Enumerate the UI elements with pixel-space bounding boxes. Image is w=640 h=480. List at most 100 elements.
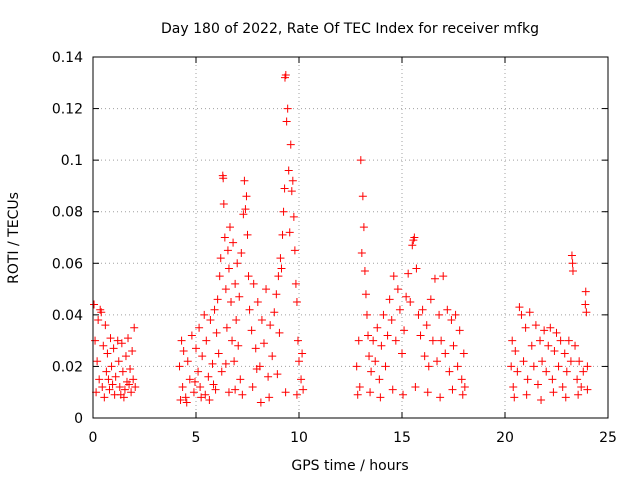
data-point bbox=[525, 308, 534, 317]
x-tick-label: 25 bbox=[599, 430, 617, 446]
data-point bbox=[447, 316, 456, 325]
data-point bbox=[519, 357, 528, 366]
data-point bbox=[411, 383, 420, 392]
data-points bbox=[90, 71, 592, 407]
data-point bbox=[202, 336, 211, 345]
data-point bbox=[242, 192, 251, 201]
data-point bbox=[181, 393, 190, 402]
data-point bbox=[538, 357, 547, 366]
data-point bbox=[540, 326, 549, 335]
data-point bbox=[573, 375, 582, 384]
data-point bbox=[579, 367, 588, 376]
data-point bbox=[178, 383, 187, 392]
data-point bbox=[550, 346, 559, 355]
data-point bbox=[439, 272, 448, 281]
data-point bbox=[251, 344, 260, 353]
data-point bbox=[116, 390, 125, 399]
data-point bbox=[230, 357, 239, 366]
data-point bbox=[391, 336, 400, 345]
y-tick-label: 0.12 bbox=[52, 102, 83, 118]
data-point bbox=[385, 295, 394, 304]
plot-frame bbox=[92, 56, 609, 419]
y-tick-label: 0.04 bbox=[52, 308, 83, 324]
data-point bbox=[215, 272, 224, 281]
data-point bbox=[379, 310, 388, 319]
y-tick-label: 0.14 bbox=[52, 50, 83, 66]
data-point bbox=[238, 390, 247, 399]
data-point bbox=[399, 390, 408, 399]
data-point bbox=[121, 352, 130, 361]
data-point bbox=[375, 375, 384, 384]
data-point bbox=[227, 297, 236, 306]
data-point bbox=[224, 264, 233, 273]
data-point bbox=[98, 383, 107, 392]
data-point bbox=[195, 323, 204, 332]
data-point bbox=[221, 359, 230, 368]
data-point bbox=[175, 362, 184, 371]
x-tick-label: 15 bbox=[393, 430, 411, 446]
data-point bbox=[521, 323, 530, 332]
data-point bbox=[208, 359, 217, 368]
data-point bbox=[356, 156, 365, 165]
data-point bbox=[256, 398, 265, 407]
data-point bbox=[214, 349, 223, 358]
data-point bbox=[522, 390, 531, 399]
data-point bbox=[277, 264, 286, 273]
data-point bbox=[205, 395, 214, 404]
data-point bbox=[582, 308, 591, 317]
data-point bbox=[298, 349, 307, 358]
data-point bbox=[187, 331, 196, 340]
data-point bbox=[236, 375, 245, 384]
data-point bbox=[354, 336, 363, 345]
data-point bbox=[358, 192, 367, 201]
data-point bbox=[568, 259, 577, 268]
y-tick-label: 0.06 bbox=[52, 256, 83, 272]
data-point bbox=[357, 248, 366, 257]
data-point bbox=[564, 336, 573, 345]
data-point bbox=[204, 372, 213, 381]
data-point bbox=[268, 352, 277, 361]
data-point bbox=[127, 388, 136, 397]
data-point bbox=[222, 323, 231, 332]
data-point bbox=[117, 339, 126, 348]
data-point bbox=[292, 297, 301, 306]
data-point bbox=[262, 285, 271, 294]
data-point bbox=[231, 385, 240, 394]
data-point bbox=[266, 321, 275, 330]
data-point bbox=[560, 349, 569, 358]
data-point bbox=[511, 346, 520, 355]
y-axis-label: ROTI / TECUs bbox=[6, 192, 22, 284]
data-point bbox=[423, 388, 432, 397]
data-point bbox=[366, 388, 375, 397]
data-point bbox=[398, 349, 406, 358]
data-point bbox=[196, 383, 205, 392]
data-point bbox=[575, 357, 584, 366]
data-point bbox=[249, 279, 258, 288]
data-point bbox=[428, 336, 437, 345]
data-point bbox=[276, 254, 285, 263]
data-point bbox=[460, 383, 469, 392]
x-axis-label: GPS time / hours bbox=[291, 458, 408, 474]
data-point bbox=[293, 336, 302, 345]
data-point bbox=[209, 380, 218, 389]
data-point bbox=[239, 210, 248, 219]
data-point bbox=[237, 248, 246, 257]
data-point bbox=[284, 166, 293, 175]
data-point bbox=[406, 297, 415, 306]
data-point bbox=[177, 336, 186, 345]
data-point bbox=[537, 395, 546, 404]
data-point bbox=[278, 230, 287, 239]
data-point bbox=[449, 341, 458, 350]
data-point bbox=[365, 352, 374, 361]
data-point bbox=[529, 362, 538, 371]
data-point bbox=[216, 254, 225, 263]
data-point bbox=[124, 334, 133, 343]
data-point bbox=[95, 375, 104, 384]
data-point bbox=[99, 341, 108, 350]
data-point bbox=[105, 385, 114, 394]
data-point bbox=[253, 297, 262, 306]
data-point bbox=[185, 375, 194, 384]
data-point bbox=[114, 357, 123, 366]
data-point bbox=[416, 331, 425, 340]
data-point bbox=[435, 310, 444, 319]
